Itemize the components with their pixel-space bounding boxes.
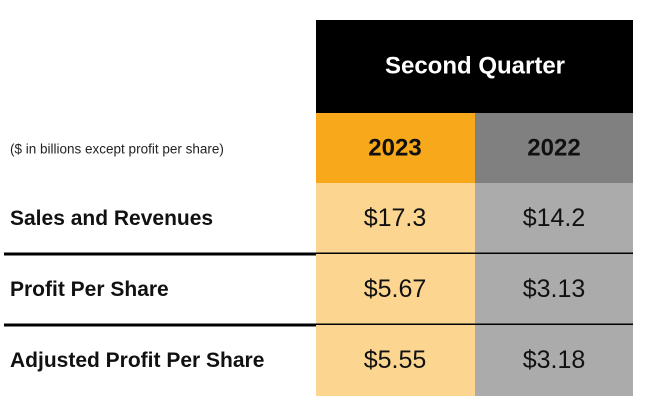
table-title: Second Quarter — [385, 52, 565, 79]
column-header: 2022 — [527, 134, 580, 161]
units-note: ($ in billions except profit per share) — [10, 142, 224, 157]
value-2022: $3.13 — [523, 275, 586, 303]
cell-2022 — [475, 183, 633, 254]
column-header: 2023 — [368, 134, 421, 161]
header-cell — [316, 20, 633, 113]
value-2023: $5.67 — [364, 275, 427, 303]
cell-2022 — [475, 254, 633, 325]
cell-2022 — [475, 325, 633, 396]
value-2023: $5.55 — [364, 346, 427, 374]
value-2022: $3.18 — [523, 346, 586, 374]
row-label: Sales and Revenues — [10, 207, 213, 230]
value-2023: $17.3 — [364, 204, 427, 232]
cell-2023 — [316, 325, 475, 396]
cell-2023 — [316, 183, 475, 254]
value-2022: $14.2 — [523, 204, 586, 232]
row-label: Adjusted Profit Per Share — [10, 349, 264, 372]
cell-2023 — [316, 254, 475, 325]
year-cell — [316, 113, 475, 183]
year-cell — [475, 113, 633, 183]
table-body: Sales and Revenues $17.3 $14.2 Profit Per S… — [4, 183, 633, 396]
row-label: Profit Per Share — [10, 278, 169, 301]
